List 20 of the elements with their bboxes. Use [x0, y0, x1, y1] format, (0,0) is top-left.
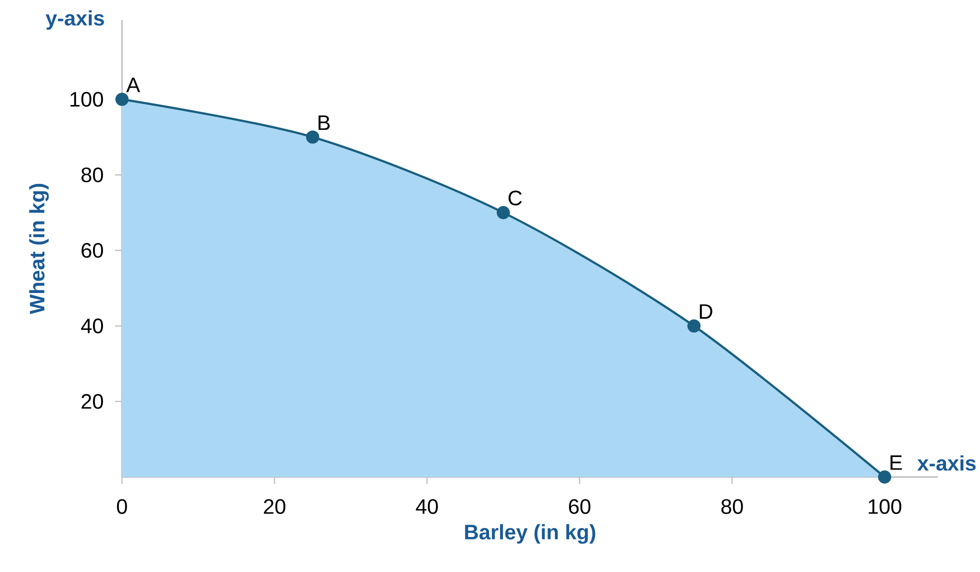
x-tick-label: 100: [868, 499, 902, 514]
x-tick-label: 40: [416, 499, 438, 514]
y-tick-label: 80: [81, 167, 103, 182]
y-tick-label: 40: [81, 318, 103, 334]
annotation: x-axis: [917, 455, 976, 471]
y-tick-label: 60: [82, 242, 103, 258]
y-tick-label: 100: [70, 92, 103, 107]
annotation: C: [508, 190, 522, 206]
x-tick-label: 80: [721, 499, 743, 514]
x-tick-label: 20: [264, 499, 286, 514]
annotation: B: [318, 115, 330, 130]
text: y-axis: [46, 10, 104, 30]
x-axis-title: Barley (in kg): [465, 524, 596, 544]
y-axis-title: Wheat (in kg): [29, 184, 49, 314]
annotation: A: [126, 78, 140, 92]
x-tick-label: 0: [116, 499, 127, 514]
annotation: D: [700, 304, 712, 319]
annotation: E: [890, 455, 902, 470]
y-tick-label: 20: [82, 394, 103, 409]
x-tick-label: 60: [569, 499, 590, 514]
